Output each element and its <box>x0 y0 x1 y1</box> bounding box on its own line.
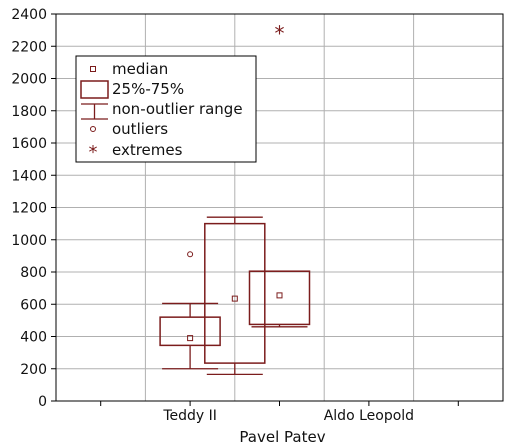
y-tick-label: 1000 <box>11 233 47 249</box>
legend-label: 25%-75% <box>112 80 184 98</box>
y-tick-label: 1400 <box>11 168 47 184</box>
median-marker <box>276 292 283 299</box>
plot-frame <box>55 13 504 402</box>
y-tick-label: 200 <box>20 362 47 378</box>
legend-extreme-symbol: * <box>89 142 98 163</box>
legend-item-extreme: * extremes <box>89 141 183 163</box>
x-tick-label: Aldo Leopold <box>324 408 414 424</box>
legend-label: median <box>112 60 168 78</box>
box-1 <box>159 251 221 370</box>
median-marker <box>231 295 238 302</box>
legend-item-median: median <box>90 60 168 78</box>
outlier-point <box>187 251 194 258</box>
legend-label: outliers <box>112 120 168 138</box>
y-tick-label: 1200 <box>11 201 47 217</box>
legend-median-symbol <box>90 66 96 72</box>
plot-area: * <box>159 22 311 376</box>
y-tick-label: 2400 <box>11 7 47 23</box>
legend-label: non-outlier range <box>112 100 243 118</box>
iqr-box <box>159 316 221 347</box>
box-3: * <box>248 22 311 328</box>
legend-item-outlier: outliers <box>90 120 168 138</box>
y-tick-label: 2200 <box>11 39 47 55</box>
legend-box-symbol <box>80 80 109 99</box>
axes: 0 200 400 600 800 1000 1200 1400 1600 1800 2000 220… <box>11 7 504 424</box>
y-tick-label: 600 <box>20 297 47 313</box>
median-marker <box>187 335 194 342</box>
legend-outlier-symbol <box>90 126 96 132</box>
y-tick-label: 400 <box>20 330 47 346</box>
legend-frame <box>75 55 257 163</box>
iqr-box <box>204 222 266 364</box>
x-axis-title: Pavel Patev <box>239 428 325 446</box>
legend-item-whisker: non-outlier range <box>81 100 243 120</box>
iqr-box <box>248 270 311 326</box>
y-tick-label: 0 <box>38 394 47 410</box>
legend-item-box: 25%-75% <box>80 80 184 99</box>
x-tick-label: Teddy II <box>162 408 217 424</box>
extreme-point: * <box>275 22 285 46</box>
box-2 <box>204 216 266 376</box>
y-tick-label: 800 <box>20 265 47 281</box>
legend-label: extremes <box>112 141 183 159</box>
y-tick-label: 1600 <box>11 136 47 152</box>
y-tick-label: 1800 <box>11 104 47 120</box>
legend: median 25%-75% non-outlier range outliers * e… <box>75 55 257 163</box>
y-tick-label: 2000 <box>11 72 47 88</box>
